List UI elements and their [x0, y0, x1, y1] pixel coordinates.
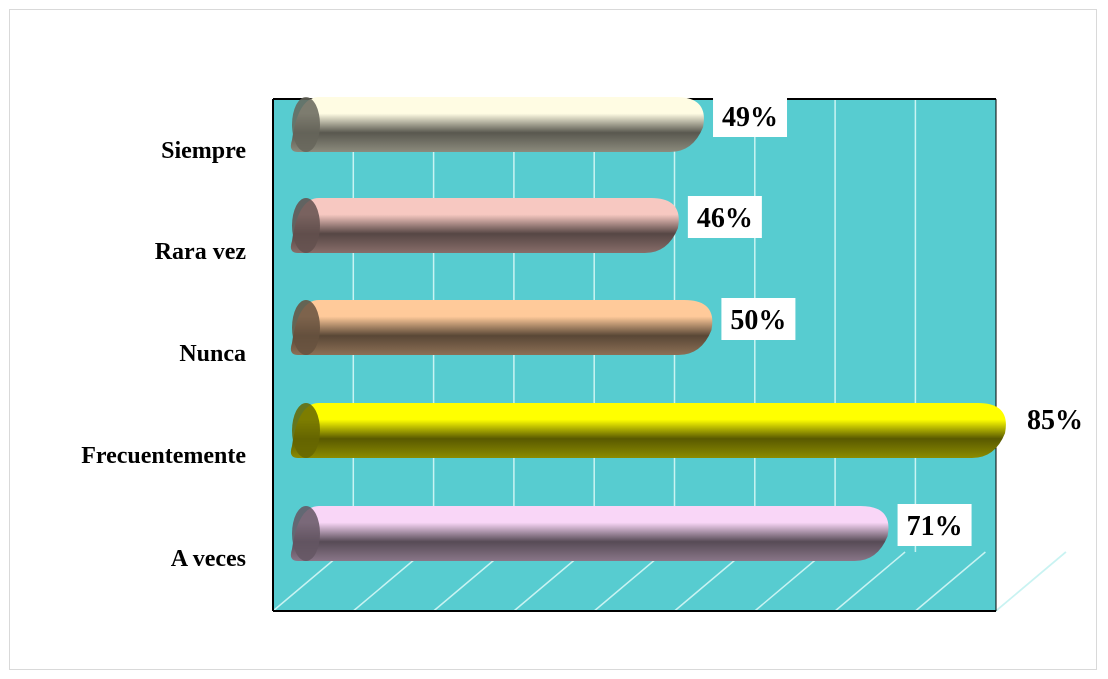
bar-a-veces — [290, 506, 889, 561]
value-label: 50% — [730, 305, 786, 336]
bar-rara-vez — [290, 198, 679, 253]
category-label: Frecuentemente — [81, 443, 246, 469]
floor-gridline — [914, 551, 986, 612]
bar-cap — [292, 198, 320, 253]
value-label: 49% — [722, 102, 778, 133]
category-label: Rara vez — [155, 239, 247, 265]
bar-siempre — [290, 97, 704, 152]
floor-gridline — [593, 551, 665, 612]
floor-gridline — [352, 551, 424, 612]
bar-cap — [292, 97, 320, 152]
floor-gridline — [433, 551, 505, 612]
labels: Siempre 49% Rara vez 46% Nunca 50% Frecuenteme… — [81, 95, 1083, 572]
value-label-box — [713, 95, 788, 137]
floor-gridline — [674, 551, 745, 612]
bar-frecuentemente — [290, 403, 1006, 458]
value-label-box — [687, 196, 762, 238]
bar-cap — [292, 300, 320, 355]
category-label: A veces — [171, 546, 246, 572]
value-label-box — [897, 504, 972, 546]
bar-cap — [292, 506, 320, 561]
floor-gridline — [834, 551, 906, 612]
value-label: 46% — [697, 203, 753, 234]
floor-gridline — [754, 551, 826, 612]
floor-gridline — [272, 551, 344, 612]
value-label: 85% — [1027, 405, 1083, 436]
bars — [290, 97, 1006, 561]
bar-cap — [292, 403, 320, 458]
value-label: 71% — [907, 511, 963, 542]
floor-gridline — [513, 551, 585, 612]
floor-edge — [995, 551, 1067, 612]
bar-nunca — [290, 300, 713, 355]
category-label: Nunca — [179, 341, 246, 367]
category-label: Siempre — [161, 138, 246, 164]
value-label-box — [721, 298, 796, 340]
